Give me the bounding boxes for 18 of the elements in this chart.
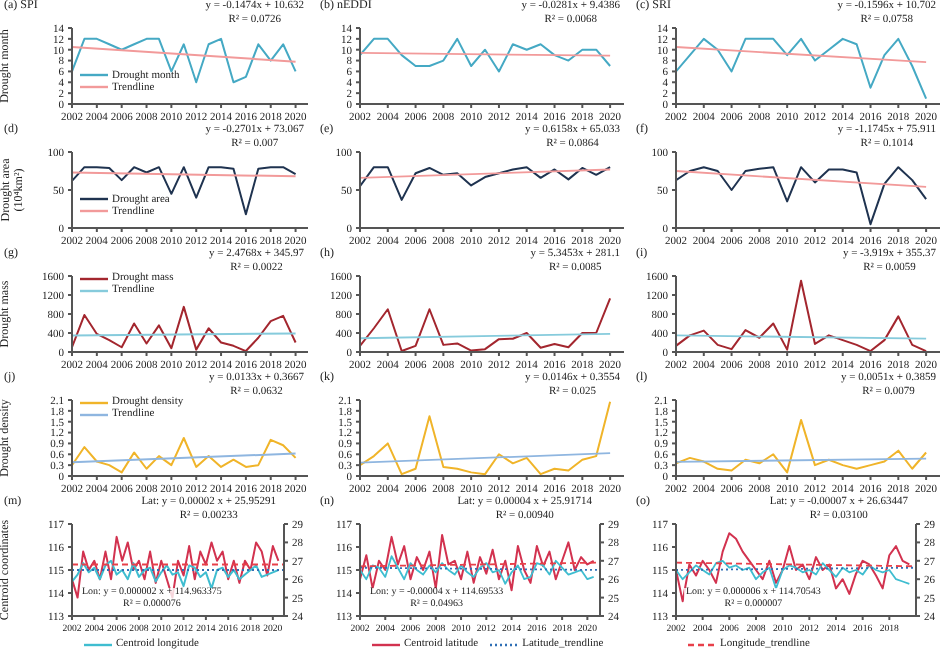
line-series: [676, 559, 911, 590]
line-series: [360, 534, 595, 592]
line-series: [360, 37, 612, 73]
line-series: [72, 166, 297, 216]
line-series: [360, 166, 612, 201]
line-series: [676, 532, 911, 603]
line-series: [676, 418, 928, 474]
line-series: [676, 279, 928, 352]
line-series: [72, 305, 297, 352]
line-series: [72, 437, 297, 474]
line-series: [360, 297, 612, 352]
line-series: [676, 37, 928, 100]
line-series: [676, 166, 928, 226]
line-series: [360, 555, 595, 585]
line-series: [360, 400, 612, 476]
line-series: [72, 559, 280, 590]
line-series: [72, 535, 280, 599]
line-series: [72, 37, 297, 84]
